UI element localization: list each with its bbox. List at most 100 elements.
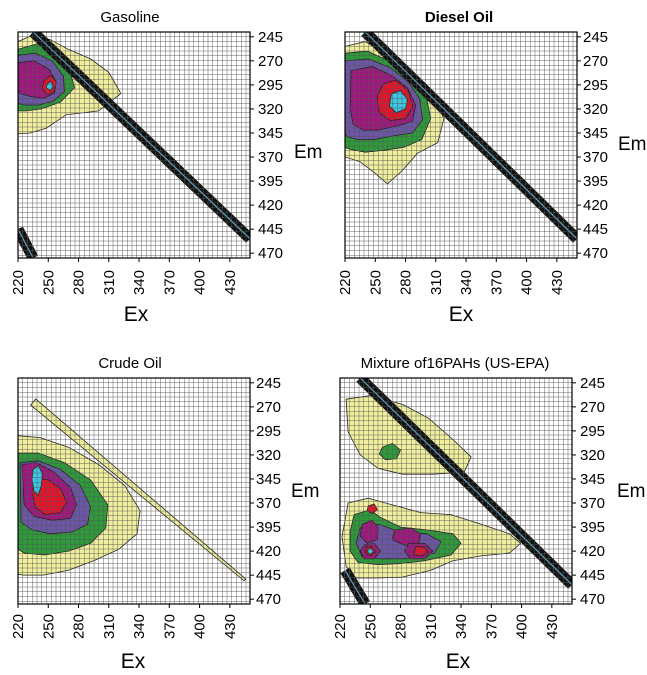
y-tick-label: 295 [580, 423, 605, 440]
x-tick-label: 430 [544, 614, 561, 639]
x-axis-label: Ex [124, 303, 149, 326]
x-tick-label: 400 [192, 270, 209, 295]
panel-title: Gasoline [100, 9, 159, 26]
grid [18, 378, 250, 604]
panel-3: Crude Oil 245 270 295 320 345 370 395 420 445 470 2… [10, 355, 320, 673]
x-tick-label: 340 [458, 270, 475, 295]
y-tick-label: 345 [580, 471, 605, 488]
x-tick-label: 220 [10, 270, 27, 295]
y-tick-label: 320 [258, 101, 283, 118]
y-tick-label: 320 [580, 447, 605, 464]
grid [18, 32, 250, 258]
x-axis-label: Ex [446, 650, 471, 673]
x-tick-label: 250 [40, 270, 57, 295]
x-tick-label: 310 [101, 270, 118, 295]
x-tick-label: 310 [423, 614, 440, 639]
y-tick-label: 245 [258, 29, 283, 46]
y-tick-label: 395 [258, 173, 283, 190]
x-tick-label: 370 [488, 270, 505, 295]
x-tick-label: 220 [332, 614, 349, 639]
y-tick-label: 270 [256, 399, 281, 416]
x-tick-label: 370 [161, 270, 178, 295]
plot-content [18, 32, 250, 258]
y-tick-label: 420 [258, 197, 283, 214]
y-tick-label: 420 [580, 543, 605, 560]
x-tick-label: 340 [131, 270, 148, 295]
plot-frame [344, 31, 578, 259]
x-tick-label: 220 [337, 270, 354, 295]
y-tick-label: 395 [256, 519, 281, 536]
y-axis-label: Em [294, 142, 323, 163]
x-tick-label: 370 [483, 614, 500, 639]
y-tick-label: 320 [256, 447, 281, 464]
y-tick-label: 445 [256, 567, 281, 584]
panel-4: Mixture of16PAHs (US-EPA) 245 270 295 320 345… [332, 355, 646, 673]
x-tick-label: 400 [192, 614, 209, 639]
panel-1: Gasoline 245 270 295 320 345 370 395 420 445 470 22… [10, 9, 323, 326]
x-tick-label: 370 [161, 614, 178, 639]
rayleigh-band-core [18, 228, 34, 258]
y-axis-label: Em [618, 134, 647, 155]
plot-frame [17, 377, 251, 605]
y-tick-label: 370 [258, 149, 283, 166]
y-tick-label: 295 [583, 77, 608, 94]
x-tick-label: 430 [222, 270, 239, 295]
y-axis-label: Em [291, 481, 320, 502]
y-tick-label: 320 [583, 101, 608, 118]
y-tick-label: 245 [583, 29, 608, 46]
x-tick-label: 340 [131, 614, 148, 639]
panel-title: Crude Oil [98, 355, 161, 372]
x-tick-label: 280 [398, 270, 415, 295]
x-tick-label: 430 [222, 614, 239, 639]
plot-content [340, 378, 572, 604]
panel-title: Diesel Oil [425, 9, 493, 26]
x-tick-label: 400 [519, 270, 536, 295]
rayleigh-band-core [359, 378, 572, 586]
y-tick-label: 295 [258, 77, 283, 94]
x-axis-label: Ex [121, 650, 146, 673]
x-tick-label: 310 [101, 614, 118, 639]
y-tick-label: 470 [580, 591, 605, 608]
x-tick-label: 220 [10, 614, 27, 639]
y-tick-label: 445 [258, 221, 283, 238]
y-tick-label: 345 [256, 471, 281, 488]
y-tick-label: 445 [583, 221, 608, 238]
y-tick-label: 470 [583, 245, 608, 262]
y-tick-label: 245 [580, 375, 605, 392]
plot-frame [339, 377, 573, 605]
panel-2: Diesel Oil 245 270 295 320 345 370 395 420 445 470… [337, 9, 647, 326]
x-tick-label: 280 [71, 614, 88, 639]
x-tick-label: 250 [362, 614, 379, 639]
x-axis-label: Ex [449, 303, 474, 326]
y-tick-label: 395 [580, 519, 605, 536]
x-tick-label: 340 [453, 614, 470, 639]
y-tick-label: 295 [256, 423, 281, 440]
x-tick-label: 280 [71, 270, 88, 295]
x-tick-label: 250 [367, 270, 384, 295]
grid [340, 378, 572, 604]
y-axis-label: Em [617, 481, 646, 502]
contour-level-6 [388, 90, 408, 114]
x-tick-label: 280 [393, 614, 410, 639]
y-tick-label: 370 [583, 149, 608, 166]
x-tick-label: 400 [514, 614, 531, 639]
y-tick-label: 270 [583, 53, 608, 70]
panel-title: Mixture of16PAHs (US-EPA) [361, 355, 550, 372]
y-tick-label: 370 [256, 495, 281, 512]
x-tick-label: 250 [40, 614, 57, 639]
y-tick-label: 345 [583, 125, 608, 142]
y-tick-label: 420 [256, 543, 281, 560]
x-tick-label: 310 [428, 270, 445, 295]
rayleigh-band-core [364, 32, 577, 240]
plot-frame [17, 31, 251, 259]
y-tick-label: 470 [258, 245, 283, 262]
x-tick-label: 430 [549, 270, 566, 295]
y-tick-label: 370 [580, 495, 605, 512]
plot-content [345, 32, 577, 258]
y-tick-label: 270 [580, 399, 605, 416]
y-tick-label: 270 [258, 53, 283, 70]
y-tick-label: 420 [583, 197, 608, 214]
grid [345, 32, 577, 258]
y-tick-label: 445 [580, 567, 605, 584]
